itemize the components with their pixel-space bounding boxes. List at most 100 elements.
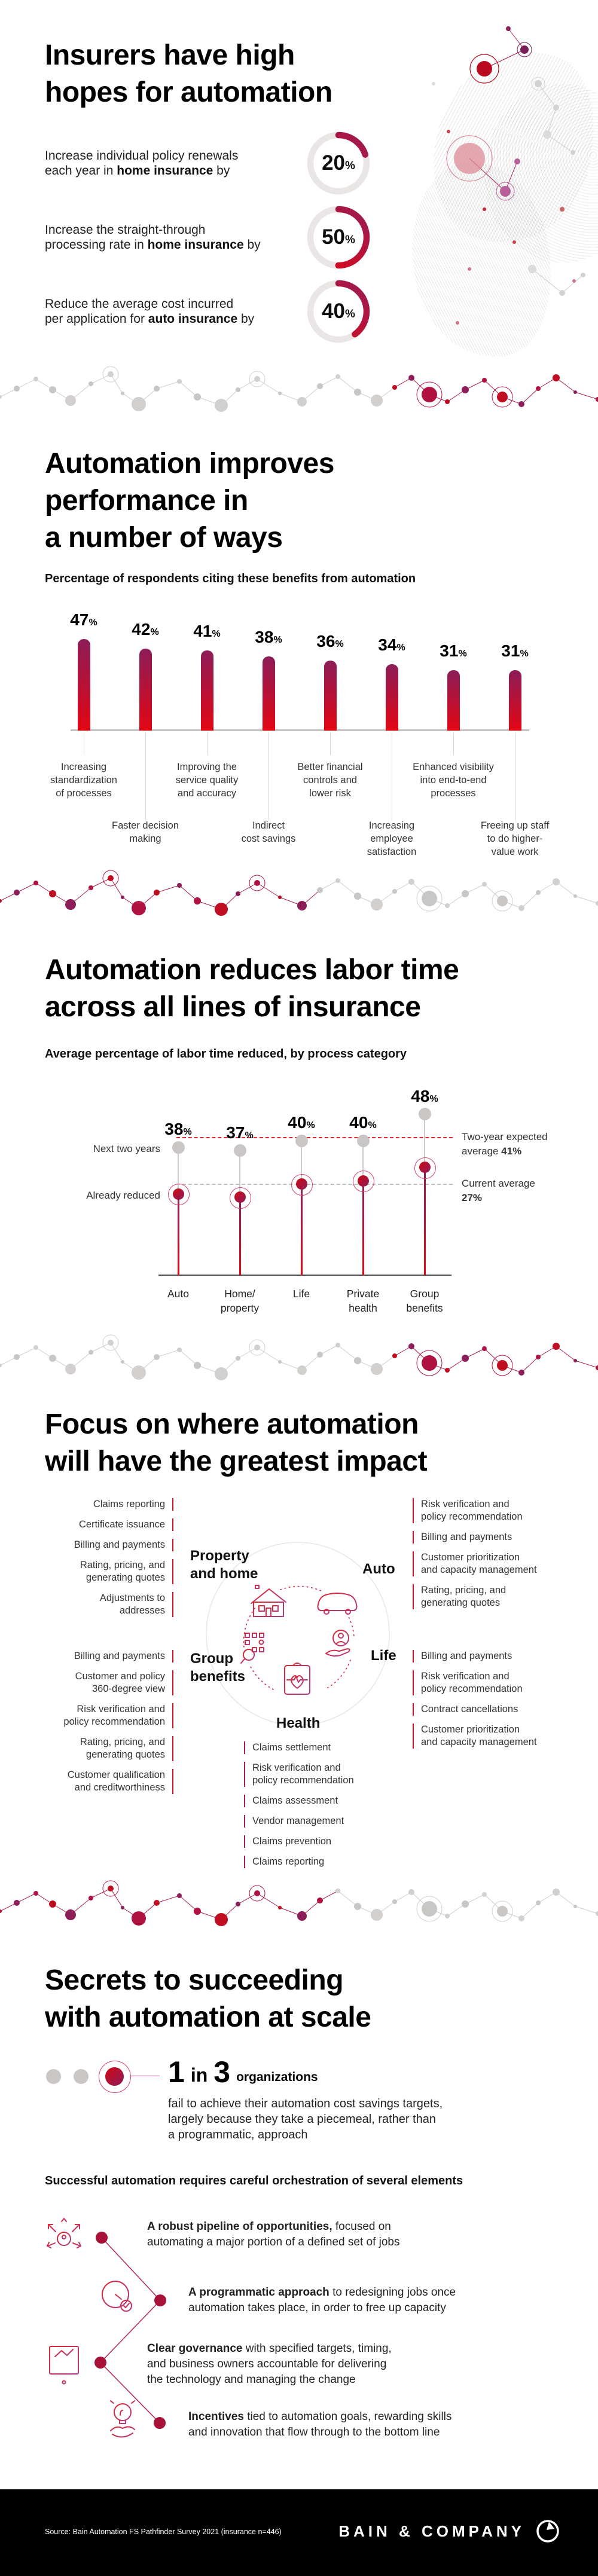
hub-label-life: Life [371,1648,396,1664]
one-in-three-stat: 1 in 3 organizations [168,2055,318,2089]
row-label-next-two-years: Next two years [93,1143,160,1154]
stem-gray [178,1147,179,1194]
donut-value-label: 40% [322,300,355,323]
lollipop-category-label: Home/ property [220,1288,260,1314]
process-item: Certificate issuance [79,1518,173,1531]
process-item: Risk verification and policy recommendat… [63,1703,173,1728]
reference-label-41: Two-year expected average 41% [462,1131,548,1157]
dot-next-two-years [172,1141,185,1154]
process-item: Risk verification and policy recommendat… [413,1670,553,1695]
orchestration-item-4: Incentives tied to automation goals, rew… [188,2410,452,2439]
donut-gauge-40: 40% [306,279,371,344]
bar-value-label: 31% [440,641,467,660]
lollipop-value-label: 38% [164,1120,192,1139]
footer: Source: Bain Automation FS Pathfinder Su… [0,2489,598,2576]
network-nodes-icon [432,26,585,325]
insurance-hub-diagram [206,1542,390,1726]
stem-gray [239,1150,240,1197]
process-item: Billing and payments [413,1650,553,1663]
stem-gray [424,1114,425,1168]
process-item: Claims reporting [244,1856,379,1868]
brand-wordmark: BAIN & COMPANY [338,2522,525,2540]
bar-tick [207,732,208,755]
dot-next-two-years [356,1134,370,1147]
list-property-home: Claims reporting Certificate issuance Bill… [45,1498,173,1617]
stem-red [362,1181,364,1275]
orchestration-item-3: Clear governance with specified targets,… [147,2342,392,2386]
bar-6 [447,670,460,731]
process-item: Contract cancellations [413,1703,553,1716]
bar-category-label: Better financial controls and lower risk [297,762,363,799]
key-opportunities-icon [47,2218,81,2264]
network-divider [0,1880,598,1926]
reference-label-27: Current average 27% [462,1178,535,1203]
bar-value-label: 34% [378,635,405,655]
ring-already-reduced [353,1171,374,1193]
network-divider [0,870,598,916]
car-icon [317,1593,358,1615]
process-item: Adjustments to addresses [100,1592,173,1617]
one-in-three-body: fail to achieve their automation cost sa… [168,2097,443,2141]
process-item: Claims reporting [93,1498,173,1511]
orchestration-item-2: A programmatic approach to redesigning j… [188,2286,456,2314]
process-item: Rating, pricing, and generating quotes [80,1559,173,1584]
process-item: Claims assessment [244,1795,379,1807]
stat-text-3: Reduce the average cost incurred per app… [45,297,255,326]
page-title: Insurers have high hopes for automation [45,37,332,111]
dot-already-reduced [419,1162,431,1174]
process-item: Billing and payments [74,1539,173,1551]
dot-already-reduced [357,1175,369,1187]
section2-title: Automation improves performance in a num… [45,448,334,554]
dot-next-two-years [295,1134,308,1147]
dot-already-reduced [295,1178,307,1190]
progress-dot [46,2069,61,2084]
list-life: Billing and payments Risk verification an… [413,1650,553,1749]
process-item: Customer prioritization and capacity man… [413,1551,553,1576]
bar-category-label: Freeing up staff to do higher- value wor… [480,820,550,857]
process-item: Customer and policy 360-degree view [75,1670,173,1695]
donut-gauge-20: 20% [306,130,371,196]
lollipop-chart-subtitle: Average percentage of labor time reduced… [45,1047,407,1061]
lollipop-value-label: 40% [349,1113,377,1132]
bar-1 [139,649,152,731]
life-person-hand-icon [325,1630,350,1657]
section3-title: Automation reduces labor time across all… [45,954,459,1023]
hub-label-group: Group benefits [190,1651,246,1685]
stem-red [177,1194,179,1275]
bar-chart-subtitle: Percentage of respondents citing these b… [45,572,416,585]
bar-3 [262,656,275,731]
section5-title: Secrets to succeeding with automation at… [45,1964,371,2033]
lollipop-category-label: Auto [167,1288,189,1300]
process-item: Rating, pricing, and generating quotes [80,1736,173,1761]
orchestration-intro: Successful automation requires careful o… [45,2174,463,2187]
lollipop-value-label: 40% [288,1113,315,1132]
ring-already-reduced [168,1184,190,1206]
hub-label-health: Health [276,1715,321,1731]
stem-red [239,1197,241,1275]
donut-value-label: 20% [322,151,355,175]
x-axis-line [158,1275,451,1276]
bar-value-label: 41% [193,622,221,641]
process-item: Claims settlement [244,1741,379,1754]
list-group-benefits: Billing and payments Customer and policy … [45,1650,173,1794]
donut-value-label: 50% [322,225,355,249]
lollipop-value-label: 37% [226,1123,254,1142]
progress-dot [74,2069,89,2084]
process-item: Risk verification and policy recommendat… [244,1762,379,1787]
title-line: hopes for automation [45,77,332,108]
bar-value-label: 36% [316,631,344,650]
bar-tick [453,732,454,755]
process-item: Billing and payments [413,1531,553,1544]
bar-chart: 47% Increasing standardization of process… [0,604,598,867]
hub-label-auto: Auto [362,1561,395,1577]
bar-tick [330,732,331,755]
orchestration-item-1: A robust pipeline of opportunities, focu… [147,2220,400,2248]
bar-0 [77,638,90,731]
ring-already-reduced [230,1187,251,1209]
bar-2 [200,650,213,731]
bain-compass-icon [536,2520,559,2543]
dot-already-reduced [234,1191,246,1203]
zigzag-connector [46,2218,166,2438]
brand-logo: BAIN & COMPANY [338,2518,561,2544]
